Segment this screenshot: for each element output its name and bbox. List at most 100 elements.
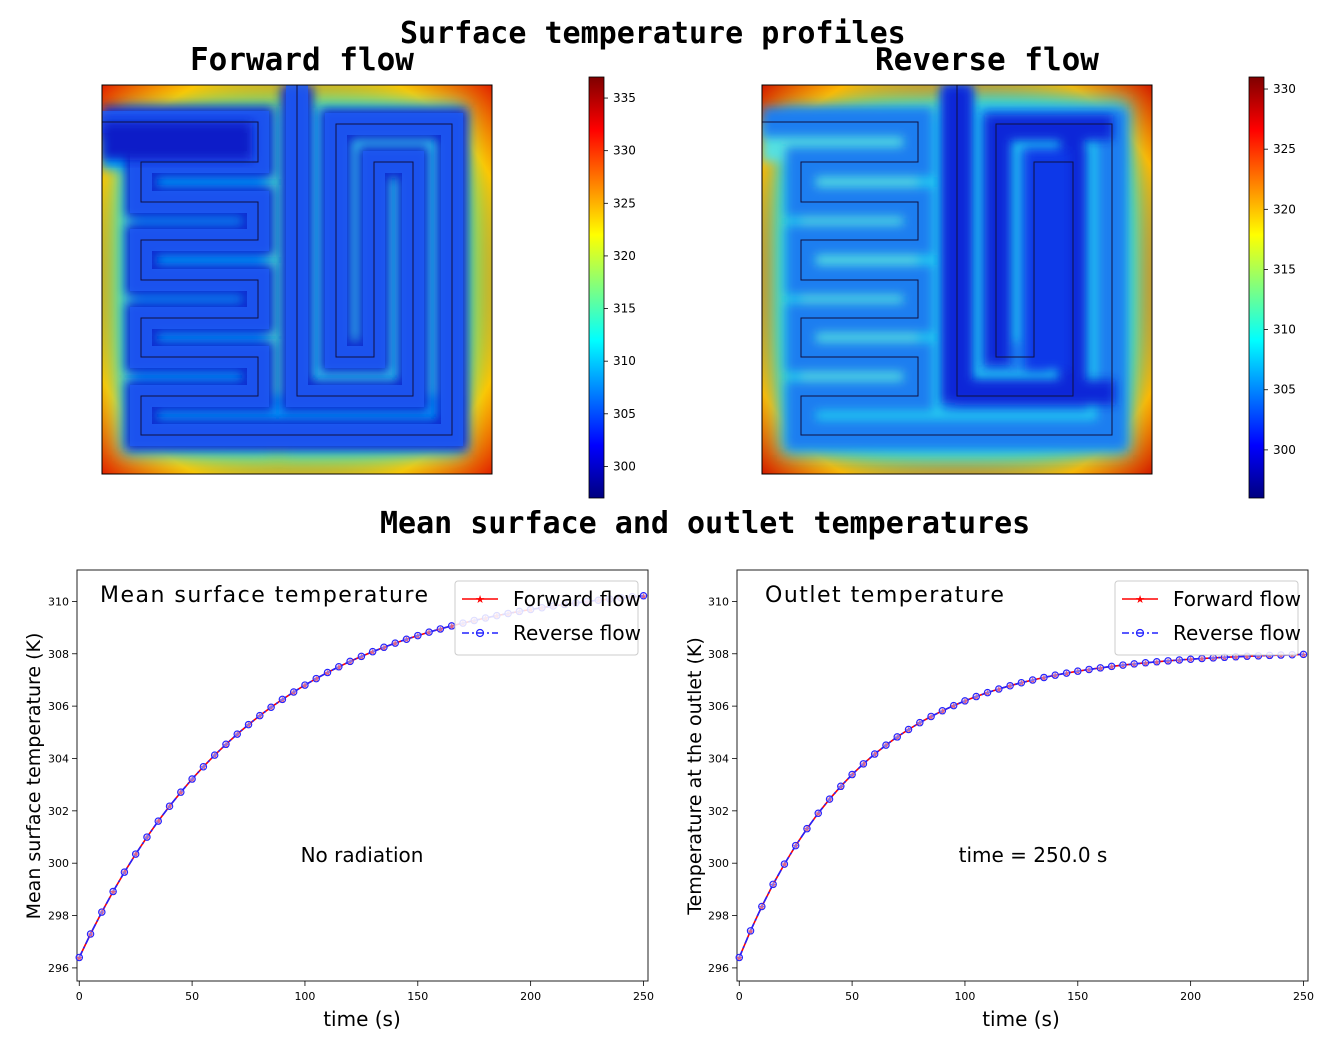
y-tick-label: 302	[708, 805, 729, 818]
y-tick-label: 308	[48, 648, 69, 661]
reverse-flow-point	[916, 718, 924, 727]
reverse-flow-point	[791, 841, 800, 850]
colorbar-tick-label: 300	[613, 459, 636, 473]
y-tick-label: 304	[48, 752, 69, 765]
chart-title: Mean surface temperature	[100, 583, 430, 608]
reverse-flow-point	[278, 695, 287, 704]
y-tick-label: 296	[708, 962, 729, 975]
reverse-flow-point	[335, 663, 343, 671]
legend-reverse-label: Reverse flow	[1173, 621, 1301, 645]
colorbar-tick-label: 315	[613, 302, 636, 316]
legend: ★ Forward flow Reverse flow	[1114, 580, 1301, 656]
reverse-flow-point	[109, 887, 117, 896]
colorbar-tick-label: 320	[1273, 202, 1296, 216]
reverse-flow-point	[1107, 662, 1116, 671]
reverse-flow-point	[1017, 678, 1026, 687]
reverse-flow-point	[938, 707, 947, 715]
reverse-flow-point	[995, 685, 1003, 693]
forward-heatmap-field	[102, 85, 492, 474]
reverse-flow-point	[188, 775, 196, 783]
y-tick-label: 298	[708, 910, 729, 923]
legend-reverse-label: Reverse flow	[513, 621, 641, 645]
reverse-flow-point	[86, 930, 95, 938]
reverse-flow-point	[825, 795, 834, 803]
reverse-flow-point	[436, 625, 445, 633]
reverse-flow-point	[346, 657, 354, 666]
colorbar-tick-label: 305	[1273, 383, 1296, 397]
y-tick-label: 310	[708, 595, 729, 608]
forward-heatmap-figure: 300 305 310 315 320 325 330 335	[101, 76, 636, 499]
y-tick-label: 300	[48, 857, 69, 870]
x-tick-label: 0	[736, 990, 743, 1003]
y-tick-label: 310	[48, 595, 69, 608]
reverse-flow-point	[402, 635, 411, 643]
reverse-flow-point	[267, 703, 275, 711]
y-tick-label: 298	[48, 910, 69, 923]
reverse-flow-point	[301, 681, 309, 689]
axis-ticks: 0 50 100 150 200 250 296 298 300 302 304 306 308 310	[48, 595, 654, 1003]
reverse-flow-point	[199, 762, 208, 771]
reverse-flow-point	[961, 697, 969, 705]
reverse-flow-point	[949, 701, 958, 710]
reverse-colorbar	[1248, 76, 1265, 499]
legend: ★ Forward flow Reverse flow	[454, 580, 641, 656]
x-tick-label: 100	[954, 990, 975, 1003]
legend-forward-label: Forward flow	[513, 587, 641, 611]
reverse-flow-point	[165, 802, 174, 810]
reverse-colorbar-ticks: 300 305 310 315 320 325 330	[1264, 82, 1296, 457]
reverse-flow-point	[1085, 665, 1093, 674]
y-tick-label: 308	[708, 648, 729, 661]
chart-annotation: No radiation	[301, 843, 424, 867]
chart-annotation: time = 250.0 s	[959, 843, 1108, 867]
legend-forward-marker: ★	[1135, 593, 1145, 606]
y-tick-label: 300	[708, 857, 729, 870]
reverse-flow-point	[769, 880, 777, 889]
y-axis-label: Mean surface temperature (K)	[23, 633, 45, 920]
colorbar-tick-label: 325	[1273, 142, 1296, 156]
x-tick-label: 250	[633, 990, 654, 1003]
reverse-flow-point	[210, 751, 219, 759]
colorbar-tick-label: 330	[613, 144, 636, 158]
reverse-heatmap-figure: 300 305 310 315 320 325 330	[761, 76, 1296, 499]
reverse-flow-point	[983, 688, 992, 697]
y-tick-label: 296	[48, 962, 69, 975]
reverse-flow-point	[859, 760, 868, 768]
reverse-flow-point	[735, 953, 744, 962]
legend-reverse-marker	[1135, 628, 1145, 638]
reverse-flow-point	[1175, 656, 1184, 664]
colorbar-tick-label: 310	[1273, 323, 1296, 337]
colorbar-tick-label: 335	[613, 91, 636, 105]
y-axis-label: Temperature at the outlet (K)	[684, 637, 706, 916]
reverse-flow-point	[414, 631, 422, 640]
x-tick-label: 150	[407, 990, 428, 1003]
forward-colorbar	[588, 76, 605, 499]
x-axis-label: time (s)	[323, 1007, 401, 1031]
reverse-flow-point	[1164, 657, 1172, 665]
y-tick-label: 302	[48, 805, 69, 818]
reverse-flow-point	[131, 850, 140, 858]
reverse-flow-point	[177, 788, 185, 796]
reverse-flow-point	[1299, 650, 1308, 659]
reverse-flow-point	[1209, 654, 1217, 662]
reverse-flow-point	[154, 817, 162, 825]
reverse-flow-point	[870, 750, 879, 758]
reverse-flow-point	[1153, 658, 1161, 666]
reverse-flow-point	[882, 741, 890, 749]
colorbar-tick-label: 325	[613, 196, 636, 210]
x-axis-label: time (s)	[982, 1007, 1060, 1031]
colorbar-tick-label: 315	[1273, 262, 1296, 276]
forward-map-title: Forward flow	[190, 42, 414, 78]
reverse-flow-point	[1074, 667, 1082, 675]
colorbar-tick-label: 300	[1273, 443, 1296, 457]
reverse-flow-point	[312, 674, 320, 683]
x-tick-label: 0	[76, 990, 83, 1003]
legend-box	[454, 580, 639, 656]
reverse-flow-point	[244, 720, 253, 729]
series-group: ★★★★★★★★★★★★★★★★★★★★★★★★★★★★★★★★★★★★★★★★…	[735, 650, 1308, 964]
colorbar-tick-label: 320	[613, 249, 636, 263]
reverse-flow-point	[837, 782, 845, 791]
x-tick-label: 200	[1180, 990, 1201, 1003]
reverse-flow-point	[75, 953, 84, 962]
reverse-flow-point	[814, 809, 822, 817]
legend-reverse-marker	[475, 628, 485, 638]
